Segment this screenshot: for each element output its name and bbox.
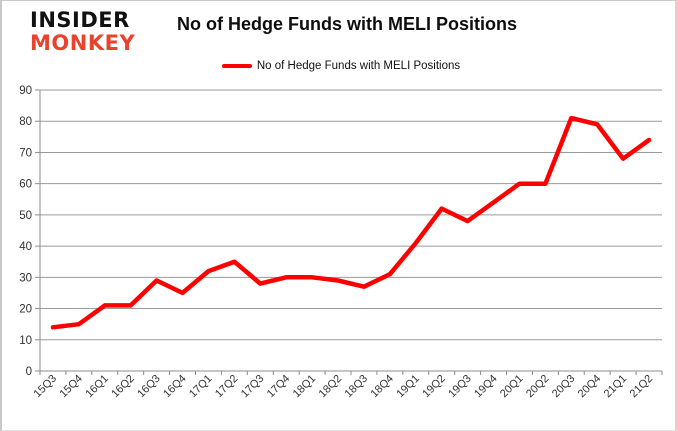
- x-tick-label: 18Q3: [343, 373, 371, 401]
- x-tick-label: 15Q3: [32, 373, 60, 401]
- x-tick-label: 16Q1: [83, 373, 111, 401]
- x-tick-label: 15Q4: [57, 373, 85, 401]
- logo-line1: INSIDER: [30, 8, 130, 32]
- y-tick-label: 90: [19, 85, 32, 97]
- legend-label: No of Hedge Funds with MELI Positions: [256, 60, 461, 72]
- gridlines: [40, 89, 662, 341]
- x-tick-label: 17Q1: [187, 373, 215, 401]
- series-line: [50, 115, 652, 330]
- x-tick-label: 16Q4: [161, 373, 189, 401]
- y-axis-labels: 0 10 20 30 40 50 60 70 80 90: [19, 85, 32, 378]
- x-tick-label: 21Q1: [602, 373, 630, 401]
- x-tick-label: 16Q2: [109, 373, 137, 401]
- chart-title: No of Hedge Funds with MELI Positions: [177, 14, 517, 34]
- x-tick-label: 20Q1: [498, 373, 526, 401]
- y-tick-label: 60: [19, 179, 32, 191]
- x-tick-label: 19Q2: [420, 373, 448, 401]
- y-tick-label: 0: [26, 366, 32, 378]
- x-tick-label: 18Q4: [368, 373, 396, 401]
- x-tick-label: 17Q2: [213, 373, 241, 401]
- x-tick-label: 20Q3: [550, 373, 578, 401]
- legend: No of Hedge Funds with MELI Positions: [2, 60, 675, 72]
- y-tick-label: 80: [19, 116, 32, 128]
- x-tick-label: 17Q4: [265, 373, 293, 401]
- legend-line-swatch: [221, 64, 252, 68]
- x-tick-label: 18Q1: [291, 373, 319, 401]
- x-tick-label: 21Q2: [628, 373, 656, 401]
- x-tick-label: 20Q4: [576, 373, 604, 401]
- x-tick-label: 19Q3: [446, 373, 474, 401]
- series-polyline: [50, 115, 652, 330]
- x-tick-label: 16Q3: [135, 373, 163, 401]
- y-tick-label: 50: [19, 210, 32, 222]
- y-tick-label: 20: [19, 304, 32, 316]
- logo-line2: MONKEY: [30, 31, 136, 55]
- y-tick-label: 40: [19, 241, 32, 253]
- x-tick-label: 19Q4: [472, 373, 500, 401]
- y-tick-label: 70: [19, 147, 32, 159]
- x-tick-label: 20Q2: [524, 373, 552, 401]
- x-axis-labels: 15Q315Q416Q116Q216Q316Q417Q117Q217Q317Q4…: [32, 373, 656, 401]
- x-tick-label: 17Q3: [239, 373, 267, 401]
- y-tick-label: 30: [19, 272, 32, 284]
- y-tick-label: 10: [19, 335, 32, 347]
- x-tick-label: 19Q1: [394, 373, 422, 401]
- axes: [35, 89, 663, 375]
- insider-monkey-logo: INSIDER MONKEY: [30, 9, 135, 55]
- x-tick-label: 18Q2: [317, 373, 345, 401]
